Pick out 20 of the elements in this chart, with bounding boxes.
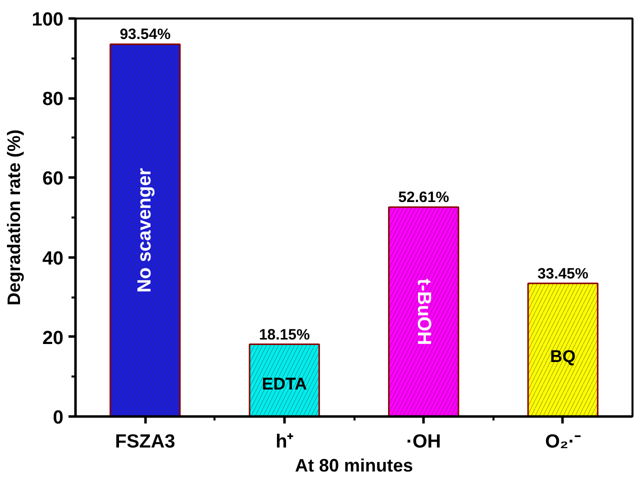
- y-tick-label: 60: [42, 168, 64, 190]
- annotation: No scavenger: [134, 167, 156, 293]
- x-tick-label: FSZA3: [115, 432, 176, 452]
- x-tick-label: ·OH: [406, 432, 442, 452]
- x-tick-label: O₂·⁻: [545, 432, 582, 452]
- data-label: 93.54%: [120, 26, 171, 44]
- data-label: 33.45%: [537, 265, 588, 282]
- data-label: 52.61%: [398, 189, 450, 206]
- y-tick-label: 0: [52, 408, 64, 428]
- y-tick-label: 80: [42, 89, 64, 110]
- x-tick-label: h⁺: [276, 432, 294, 452]
- y-tick-label: 100: [32, 10, 64, 30]
- y-tick-label: 40: [42, 248, 64, 270]
- annotation: BQ: [550, 347, 576, 366]
- data-label: 18.15%: [258, 326, 310, 344]
- y-axis-title: Degradation rate (%): [4, 129, 24, 306]
- y-tick-label: 20: [42, 328, 64, 349]
- x-axis-title: At 80 minutes: [294, 456, 414, 476]
- annotation: EDTA: [262, 374, 307, 394]
- annotation: t-BuOH: [413, 278, 434, 346]
